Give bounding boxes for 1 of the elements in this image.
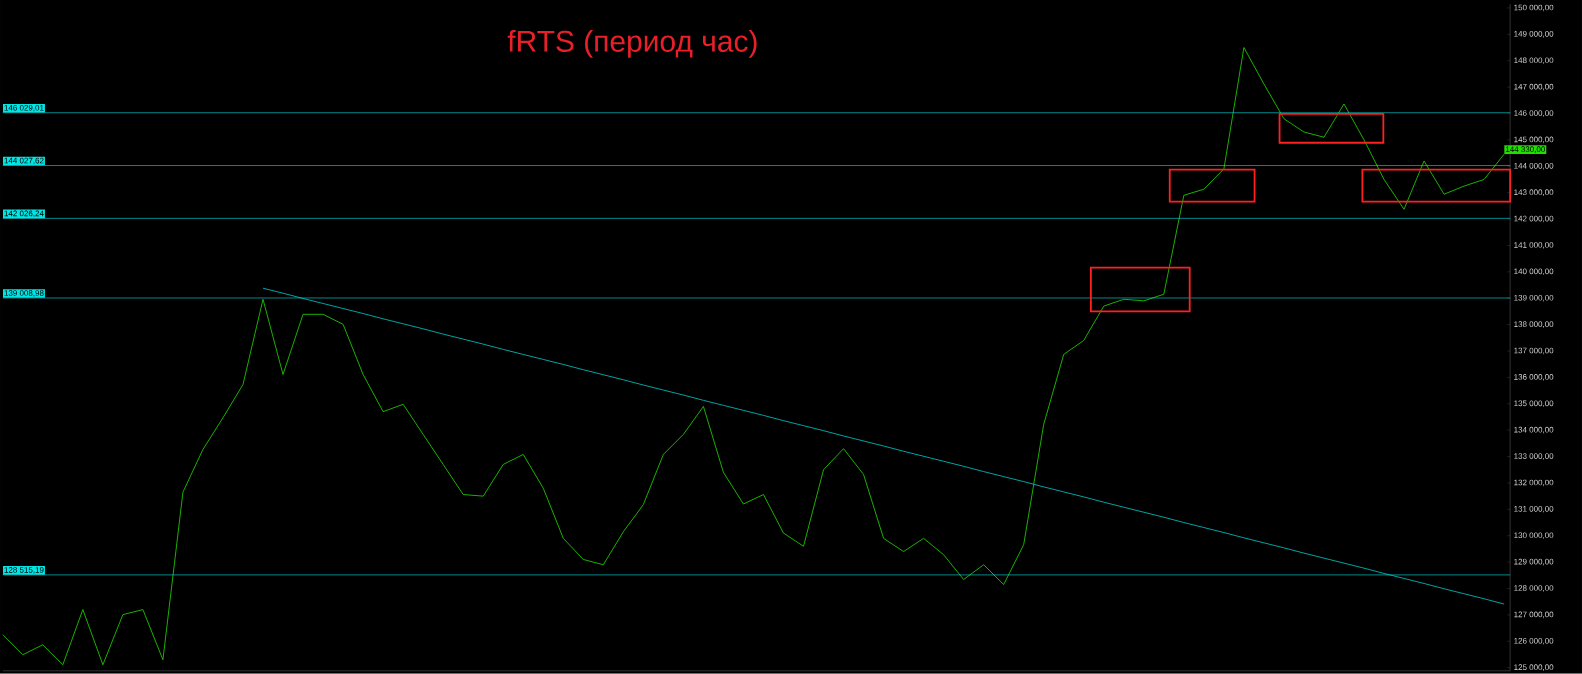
- text: fRTS (период час): [507, 30, 757, 58]
